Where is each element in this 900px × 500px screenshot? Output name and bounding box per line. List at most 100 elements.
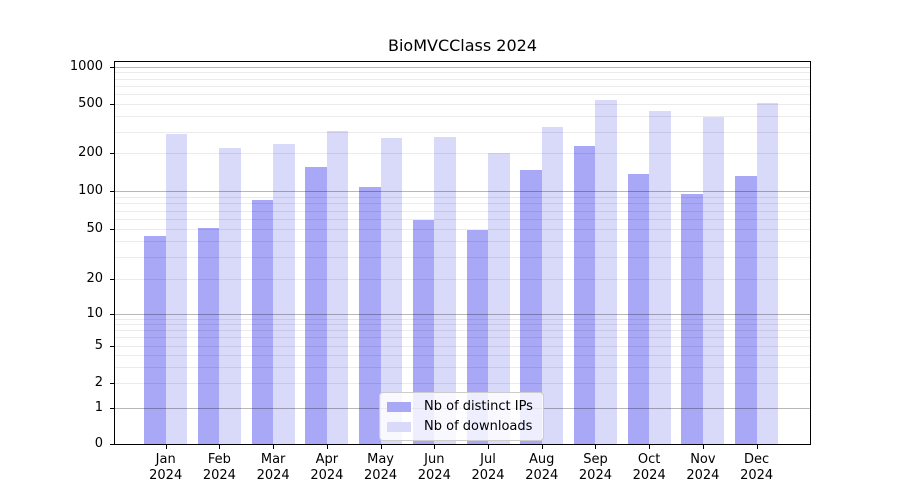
- y-tick-50: [110, 229, 114, 230]
- gridline-major: [114, 66, 811, 68]
- y-tick-2: [110, 383, 114, 385]
- x-tick-sep: [595, 445, 597, 449]
- x-tick-label-aug: Aug 2024: [525, 452, 559, 483]
- y-tick-label-500: 500: [78, 96, 103, 112]
- legend-swatch-distinct-ips-icon: [387, 401, 411, 412]
- gridline-minor: [114, 196, 811, 198]
- x-tick-nov: [702, 445, 704, 449]
- bar-downloads-mar: [273, 144, 295, 445]
- y-tick-1000: [110, 66, 114, 68]
- gridline-minor: [114, 116, 811, 118]
- bar-downloads-aug: [541, 127, 564, 445]
- y-tick-label-1: 1: [94, 399, 103, 415]
- x-tick-jun: [434, 445, 436, 449]
- y-tick-label-0: 0: [94, 436, 103, 452]
- y-tick-label-50: 50: [86, 221, 103, 236]
- legend: Nb of distinct IPs Nb of downloads: [379, 392, 544, 441]
- x-tick-jul: [488, 445, 490, 449]
- x-tick-label-jan: Jan 2024: [149, 452, 183, 483]
- bar-ips-oct: [627, 174, 650, 445]
- x-tick-label-nov: Nov 2024: [686, 452, 720, 483]
- gridline-minor: [114, 153, 811, 155]
- gridline-major: [114, 314, 811, 315]
- bar-ips-may: [359, 186, 381, 445]
- legend-item-downloads: Nb of downloads: [387, 419, 533, 434]
- y-tick-label-100: 100: [78, 183, 103, 198]
- bar-downloads-apr: [326, 130, 349, 445]
- gridline-minor: [114, 279, 811, 280]
- y-tick-200: [110, 153, 114, 155]
- x-tick-label-dec: Dec 2024: [740, 452, 774, 483]
- bar-ips-apr: [305, 167, 327, 445]
- bar-ips-jul: [466, 230, 489, 445]
- x-tick-dec: [756, 445, 758, 449]
- y-tick-500: [110, 104, 114, 106]
- y-tick-20: [110, 279, 114, 280]
- bar-downloads-jun: [434, 136, 456, 445]
- y-tick-label-2: 2: [94, 375, 103, 391]
- bar-ips-jan: [144, 235, 166, 445]
- bar-ips-dec: [735, 175, 757, 445]
- x-tick-aug: [541, 445, 543, 449]
- y-tick-label-20: 20: [86, 271, 103, 286]
- chart-title: BioMVCClass 2024: [387, 36, 538, 55]
- legend-swatch-downloads-icon: [387, 421, 411, 432]
- gridline-minor: [114, 72, 811, 74]
- y-tick-0: [110, 444, 114, 446]
- gridline-minor: [114, 256, 811, 258]
- x-tick-label-jun: Jun 2024: [417, 452, 451, 483]
- legend-label-downloads: Nb of downloads: [424, 419, 533, 434]
- gridline-minor: [114, 229, 811, 230]
- y-tick-10: [110, 314, 114, 315]
- x-tick-label-mar: Mar 2024: [256, 452, 290, 483]
- bar-downloads-may: [380, 138, 403, 445]
- plot-area: [114, 61, 811, 445]
- gridline-minor: [114, 324, 811, 326]
- gridline-minor: [114, 330, 811, 332]
- x-tick-label-sep: Sep 2024: [578, 452, 612, 483]
- bar-downloads-nov: [702, 117, 725, 445]
- gridline-minor: [114, 210, 811, 212]
- gridline-minor: [114, 345, 811, 347]
- x-tick-oct: [649, 445, 651, 449]
- x-tick-label-may: May 2024: [364, 452, 398, 483]
- bar-downloads-dec: [756, 103, 779, 445]
- gridline-minor: [114, 354, 811, 356]
- legend-label-distinct-ips: Nb of distinct IPs: [424, 399, 533, 414]
- gridline-major: [114, 191, 811, 192]
- bar-ips-aug: [520, 170, 542, 445]
- gridline-minor: [114, 78, 811, 80]
- bar-downloads-feb: [219, 148, 241, 445]
- bar-ips-sep: [573, 146, 596, 445]
- bar-ips-feb: [197, 227, 220, 445]
- y-tick-5: [110, 345, 114, 347]
- gridline-minor: [114, 318, 811, 320]
- x-tick-label-feb: Feb 2024: [202, 452, 236, 483]
- gridline-minor: [114, 366, 811, 368]
- y-tick-label-1000: 1000: [69, 58, 103, 74]
- x-tick-jan: [165, 445, 167, 449]
- x-tick-mar: [273, 445, 275, 449]
- y-tick-1: [110, 407, 114, 409]
- gridline-minor: [114, 241, 811, 243]
- gridline-minor: [114, 104, 811, 106]
- bar-ips-nov: [681, 193, 703, 445]
- x-tick-apr: [326, 445, 328, 449]
- y-tick-100: [110, 191, 114, 192]
- gridline-minor: [114, 131, 811, 133]
- x-tick-feb: [219, 445, 221, 449]
- x-tick-label-jul: Jul 2024: [471, 452, 505, 483]
- bar-downloads-jan: [165, 134, 188, 445]
- bar-downloads-sep: [595, 99, 617, 445]
- bar-ips-mar: [251, 199, 274, 445]
- bar-ips-jun: [412, 219, 435, 445]
- y-tick-label-200: 200: [78, 145, 103, 161]
- x-tick-label-apr: Apr 2024: [310, 452, 344, 483]
- gridline-minor: [114, 86, 811, 88]
- legend-item-distinct-ips: Nb of distinct IPs: [387, 399, 533, 414]
- gridline-minor: [114, 383, 811, 385]
- gridline-minor: [114, 94, 811, 96]
- x-tick-label-oct: Oct 2024: [632, 452, 666, 483]
- bar-downloads-jul: [488, 152, 510, 445]
